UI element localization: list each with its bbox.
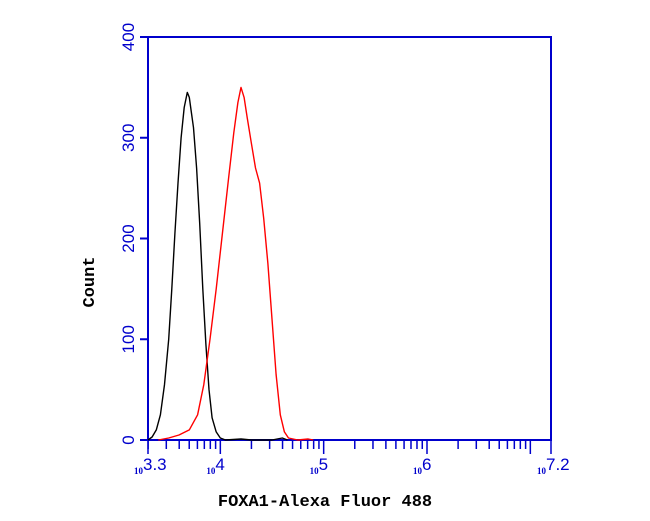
y-axis-label: Count bbox=[81, 256, 100, 307]
x-tick-exponent: 4 bbox=[215, 455, 224, 474]
x-tick-base: 10 bbox=[537, 466, 547, 476]
y-tick-label: 100 bbox=[119, 325, 138, 353]
y-tick-label: 200 bbox=[119, 224, 138, 252]
y-tick-label: 300 bbox=[119, 124, 138, 152]
x-tick-label: 10 4 bbox=[206, 455, 224, 476]
x-tick-base: 10 bbox=[206, 466, 216, 476]
x-tick-label: 10 6 bbox=[413, 455, 431, 476]
series-sample-line bbox=[158, 86, 314, 441]
series-control-line bbox=[147, 91, 288, 441]
y-tick-label: 0 bbox=[119, 435, 138, 444]
x-tick-base: 10 bbox=[134, 466, 144, 476]
x-tick-exponent: 6 bbox=[422, 455, 431, 474]
x-tick-exponent: 3.3 bbox=[143, 455, 167, 474]
x-tick-label: 10 5 bbox=[310, 455, 328, 476]
x-axis-label: FOXA1-Alexa Fluor 488 bbox=[218, 493, 432, 512]
x-axis-ticks: 10 3.3 10 4 10 5 10 6 10 7.2 bbox=[134, 440, 570, 476]
x-tick-base: 10 bbox=[310, 466, 320, 476]
y-tick-label: 400 bbox=[119, 23, 138, 51]
x-tick-label: 10 7.2 bbox=[537, 455, 570, 476]
x-tick-label: 10 3.3 bbox=[134, 455, 167, 476]
series-layer bbox=[147, 86, 314, 441]
x-tick-exponent: 5 bbox=[319, 455, 328, 474]
y-axis-ticks: 0 100 200 300 400 bbox=[119, 23, 148, 445]
x-tick-exponent: 7.2 bbox=[546, 455, 570, 474]
x-tick-base: 10 bbox=[413, 466, 423, 476]
